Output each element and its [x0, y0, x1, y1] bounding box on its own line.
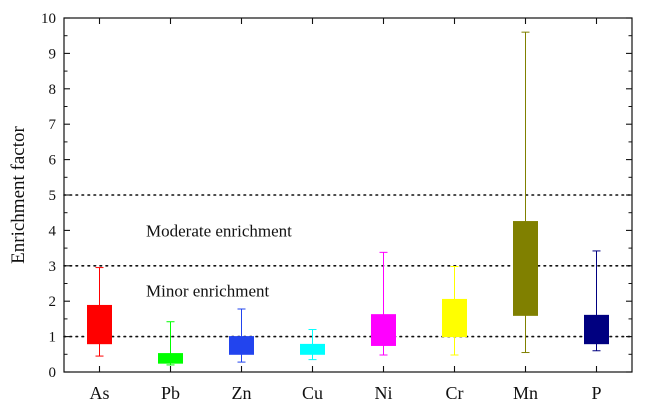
- box-body: [513, 221, 538, 316]
- box-body: [584, 314, 609, 345]
- x-tick-label-p: P: [591, 383, 601, 403]
- box-body: [371, 314, 396, 346]
- box-body: [229, 336, 254, 355]
- y-tick-label: 10: [41, 11, 56, 27]
- x-tick-label-cu: Cu: [302, 383, 323, 403]
- x-tick-label-ni: Ni: [375, 383, 393, 403]
- box-body: [87, 304, 112, 345]
- y-tick-label: 3: [49, 259, 57, 275]
- annotation-minor-enrichment: Minor enrichment: [146, 282, 269, 301]
- x-tick-label-pb: Pb: [161, 383, 180, 403]
- y-tick-label: 2: [49, 294, 57, 310]
- y-tick-label: 9: [49, 46, 57, 62]
- box-body: [158, 353, 183, 364]
- y-tick-label: 4: [49, 223, 57, 239]
- x-tick-label-mn: Mn: [513, 383, 538, 403]
- box-body: [442, 298, 467, 338]
- y-tick-label: 7: [49, 117, 57, 133]
- y-tick-label: 8: [49, 82, 57, 98]
- y-tick-label: 5: [49, 188, 57, 204]
- box-ni: [371, 251, 396, 356]
- annotation-moderate-enrichment: Moderate enrichment: [146, 221, 292, 240]
- y-tick-label: 0: [49, 365, 57, 381]
- box-p: [584, 250, 609, 352]
- y-tick-label: 6: [49, 153, 57, 169]
- box-cr: [442, 266, 467, 356]
- box-mn: [513, 31, 538, 354]
- y-axis-title: Enrichment factor: [8, 125, 29, 263]
- x-tick-label-as: As: [89, 383, 109, 403]
- x-tick-label-zn: Zn: [232, 383, 252, 403]
- box-pb: [158, 321, 183, 366]
- box-cu: [300, 329, 325, 361]
- x-tick-label-cr: Cr: [446, 383, 464, 403]
- box-as: [87, 267, 112, 357]
- box-zn: [229, 308, 254, 363]
- box-body: [300, 343, 325, 355]
- y-tick-label: 1: [49, 330, 57, 346]
